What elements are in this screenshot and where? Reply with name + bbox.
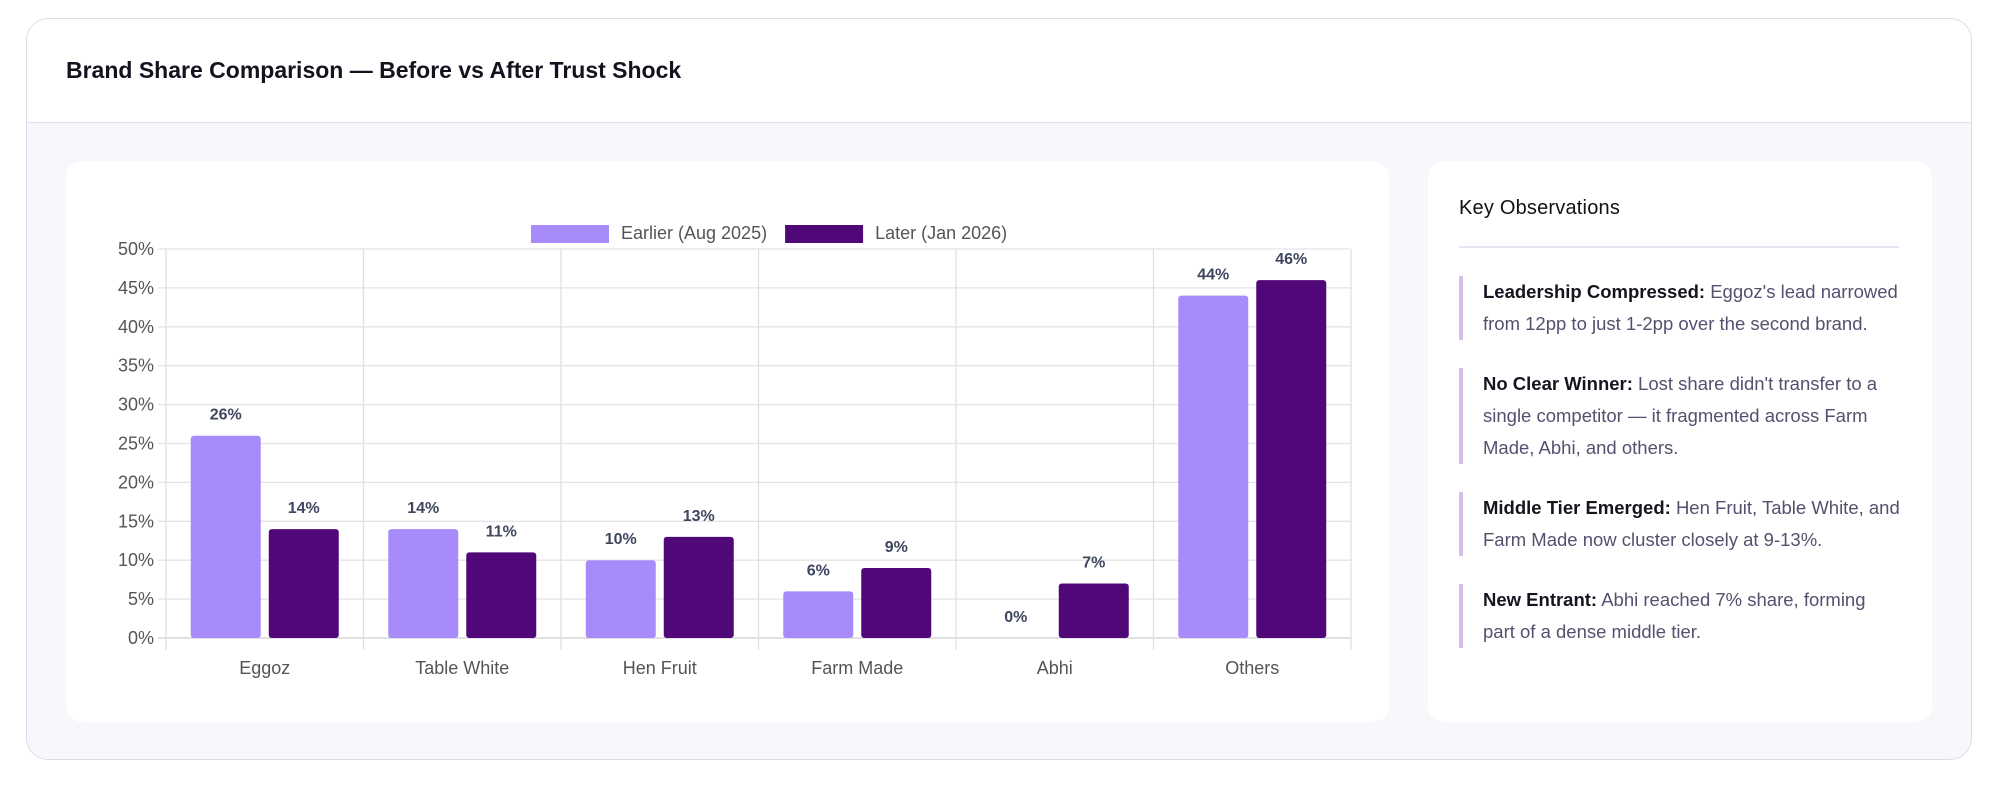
observation-item: No Clear Winner: Lost share didn't trans… xyxy=(1459,368,1900,464)
y-tick-label: 15% xyxy=(118,511,154,531)
observation-item: New Entrant: Abhi reached 7% share, form… xyxy=(1459,584,1900,648)
observation-label: Leadership Compressed: xyxy=(1483,281,1706,302)
bar-later xyxy=(861,567,932,638)
y-tick-label: 30% xyxy=(118,395,154,415)
observation-label: New Entrant: xyxy=(1483,589,1598,610)
observations-card: Key Observations Leadership Compressed: … xyxy=(1428,161,1932,722)
observation-label: Middle Tier Emerged: xyxy=(1483,497,1671,518)
data-label: 14% xyxy=(288,500,320,517)
divider xyxy=(1459,246,1899,248)
bar-earlier xyxy=(585,560,656,638)
y-tick-label: 0% xyxy=(128,628,154,648)
x-tick-label: Hen Fruit xyxy=(623,658,697,678)
y-tick-label: 20% xyxy=(118,472,154,492)
legend-label: Later (Jan 2026) xyxy=(875,223,1007,243)
data-label: 13% xyxy=(683,508,715,525)
bar-later xyxy=(1256,280,1327,638)
x-tick-label: Eggoz xyxy=(239,658,290,678)
bar-later xyxy=(1058,583,1129,638)
bar-earlier xyxy=(190,435,261,638)
panel-header: Brand Share Comparison — Before vs After… xyxy=(27,19,1971,123)
y-tick-label: 45% xyxy=(118,278,154,298)
page-title: Brand Share Comparison — Before vs After… xyxy=(66,57,682,83)
y-tick-label: 5% xyxy=(128,589,154,609)
observation-text: Lost share didn't transfer to a single c… xyxy=(1483,373,1878,458)
data-label: 14% xyxy=(407,500,439,517)
observation-item: Leadership Compressed: Eggoz's lead narr… xyxy=(1459,276,1900,340)
data-label: 11% xyxy=(486,523,517,540)
observation-text: Eggoz's lead narrowed from 12pp to just … xyxy=(1483,281,1898,334)
data-label: 44% xyxy=(1197,267,1229,284)
data-label: 0% xyxy=(1004,609,1027,626)
x-tick-label: Table White xyxy=(415,658,509,678)
bar-chart: 0% 5% 10% 15% 20% 25% 30% 35% 40% 45% 50% Eggoz 26% 1… xyxy=(118,223,1352,678)
observation-label: No Clear Winner: xyxy=(1483,373,1633,394)
y-tick-label: 35% xyxy=(118,356,154,376)
x-tick-label: Abhi xyxy=(1037,658,1073,678)
dashboard-panel: Brand Share Comparison — Before vs After… xyxy=(26,18,1972,760)
chart-card: 0% 5% 10% 15% 20% 25% 30% 35% 40% 45% 50% Eggoz 26% 1… xyxy=(66,161,1389,722)
observation-text: Hen Fruit, Table White, and Farm Made no… xyxy=(1483,497,1900,550)
data-label: 9% xyxy=(885,539,908,556)
y-tick-label: 40% xyxy=(118,317,154,337)
data-label: 46% xyxy=(1275,251,1307,268)
y-tick-label: 25% xyxy=(118,434,154,454)
y-tick-label: 50% xyxy=(118,239,154,259)
legend-swatch xyxy=(531,225,609,243)
data-label: 10% xyxy=(605,531,637,548)
observation-text: Abhi reached 7% share, forming part of a… xyxy=(1483,589,1866,642)
observation-item: Middle Tier Emerged: Hen Fruit, Table Wh… xyxy=(1459,492,1900,556)
bar-earlier xyxy=(783,591,854,638)
bar-later xyxy=(663,536,734,638)
bar-later xyxy=(466,552,537,638)
bar-earlier xyxy=(1178,295,1249,638)
x-tick-label: Others xyxy=(1225,658,1279,678)
legend-label: Earlier (Aug 2025) xyxy=(621,223,767,243)
observations-title: Key Observations xyxy=(1459,197,1621,219)
legend-swatch xyxy=(785,225,864,243)
bar-earlier xyxy=(388,529,459,638)
data-label: 6% xyxy=(807,562,830,579)
data-label: 26% xyxy=(210,407,242,424)
x-tick-label: Farm Made xyxy=(811,658,903,678)
data-label: 7% xyxy=(1082,555,1105,572)
y-tick-label: 10% xyxy=(118,550,154,570)
bar-later xyxy=(268,529,339,638)
